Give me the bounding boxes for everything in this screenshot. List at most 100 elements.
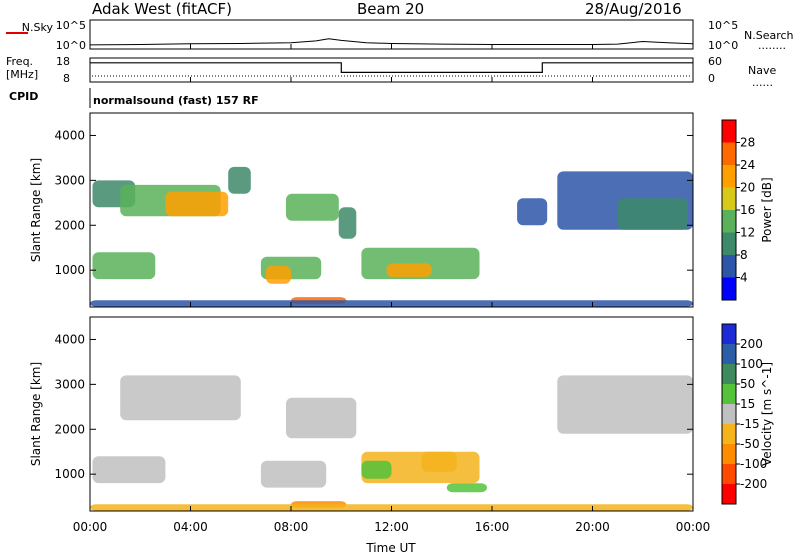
nave-tick-bottom: 0 (708, 72, 715, 85)
colorbar-segment-2 (722, 364, 736, 385)
power-y-ticks: 1000 2000 3000 4000 (54, 128, 693, 277)
velocity-y-axis-label: Slant Range [km] (29, 362, 43, 466)
colorbar-segment-1 (722, 344, 736, 365)
colorbar-segment-5 (722, 424, 736, 445)
station-title: Adak West (fitACF) (92, 0, 232, 18)
y-tick-label-0: 1000 (54, 263, 85, 277)
x-tick-label-2: 08:00 (274, 520, 309, 534)
colorbar-tick-label-0: -200 (740, 477, 767, 491)
heatmap-region-4 (228, 166, 251, 194)
colorbar-tick-label-4: 15 (740, 397, 755, 411)
x-tick-label-1: 04:00 (173, 520, 208, 534)
heatmap-region-7 (286, 193, 339, 221)
heatmap-region-10 (386, 263, 432, 277)
noise-line (89, 38, 694, 46)
y-tick-label-1: 2000 (54, 422, 85, 436)
date-title: 28/Aug/2016 (585, 0, 682, 18)
colorbar-segment-2 (722, 165, 736, 188)
colorbar-tick-label-4: 20 (740, 181, 755, 195)
noise-panel: N.Sky 10^5 10^0 10^5 10^0 N.Search .....… (6, 19, 794, 52)
heatmap-region-7 (446, 483, 487, 493)
power-colorbar-label: Power [dB] (760, 177, 774, 242)
colorbar-tick-label-6: 100 (740, 357, 763, 371)
power-colorbar: 4 8 12 16 20 24 28 (721, 119, 755, 301)
nave-tick-top: 60 (708, 55, 722, 68)
colorbar-tick-label-1: -100 (740, 457, 767, 471)
y-tick-label-3: 4000 (54, 128, 85, 142)
heatmap-region-5 (361, 460, 392, 479)
cpid-text: normalsound (fast) 157 RF (93, 94, 259, 107)
velocity-colorbar-label: Velocity [m s^-1] (760, 362, 774, 466)
noise-left-tick-top: 10^5 (56, 19, 86, 32)
colorbar-segment-7 (722, 277, 736, 301)
time-x-ticks: 00:00 04:00 08:00 12:00 16:00 20:00 00:00 (73, 44, 711, 534)
power-heatmap (90, 166, 693, 307)
noise-right-tick-bottom: 10^0 (708, 39, 738, 52)
colorbar-segment-3 (722, 187, 736, 211)
colorbar-tick-label-7: 200 (740, 337, 763, 351)
colorbar-tick-label-6: 28 (740, 136, 755, 150)
freq-label-line2: [MHz] (6, 68, 38, 81)
noise-right-legend-marker: ........ (758, 39, 786, 52)
beam-title: Beam 20 (357, 0, 424, 18)
heatmap-region-3 (165, 191, 229, 217)
y-tick-label-3: 4000 (54, 332, 85, 346)
y-tick-label-0: 1000 (54, 467, 85, 481)
colorbar-tick-label-5: 50 (740, 377, 755, 391)
freq-tick-bottom: 8 (63, 72, 70, 85)
colorbar-segment-0 (722, 324, 736, 345)
heatmap-region-14 (617, 198, 688, 230)
frequency-line (90, 62, 693, 74)
x-tick-label-0: 00:00 (73, 520, 108, 534)
x-tick-label-6: 00:00 (676, 520, 711, 534)
colorbar-segment-6 (722, 255, 736, 278)
velocity-panel: 1000 2000 3000 4000 Slant Range [km] (29, 316, 694, 512)
colorbar-segment-1 (722, 142, 736, 166)
colorbar-tick-label-2: 12 (740, 226, 755, 240)
colorbar-frame (721, 323, 737, 505)
colorbar-segment-6 (722, 444, 736, 465)
heatmap-region-8 (338, 207, 357, 239)
colorbar-segment-8 (722, 484, 736, 505)
colorbar-tick-label-2: -50 (740, 437, 760, 451)
heatmap-region-6 (421, 451, 457, 472)
freq-tick-top: 18 (56, 55, 70, 68)
colorbar-segment-0 (722, 120, 736, 143)
heatmap-region-0 (92, 252, 156, 280)
velocity-y-ticks: 1000 2000 3000 4000 (54, 332, 693, 481)
heatmap-region-15 (517, 198, 548, 226)
y-tick-label-2: 3000 (54, 377, 85, 391)
colorbar-segment-5 (722, 232, 736, 256)
y-tick-label-2: 3000 (54, 173, 85, 187)
x-tick-label-5: 20:00 (575, 520, 610, 534)
power-panel: 1000 2000 3000 4000 Slant Range [km] (29, 112, 694, 308)
heatmap-region-6 (265, 265, 291, 284)
colorbar-tick-label-1: 8 (740, 248, 748, 262)
colorbar-segment-3 (722, 384, 736, 405)
colorbar-tick-label-3: -15 (740, 417, 760, 431)
nave-label: Nave (748, 64, 776, 77)
noise-right-label: N.Search (744, 29, 794, 42)
freq-label-line1: Freq. (6, 55, 33, 68)
heatmap-region-2 (260, 460, 327, 488)
colorbar-segment-4 (722, 404, 736, 425)
nave-legend-marker: ...... (752, 76, 773, 89)
colorbar-segment-7 (722, 464, 736, 485)
noise-right-tick-top: 10^5 (708, 19, 738, 32)
cpid-label: CPID (9, 90, 38, 103)
noise-left-label: N.Sky (22, 21, 54, 34)
y-tick-label-1: 2000 (54, 218, 85, 232)
colorbar-segment-4 (722, 210, 736, 233)
noise-left-tick-bottom: 10^0 (56, 39, 86, 52)
frequency-panel: Freq. [MHz] 18 8 60 0 Nave ...... (6, 55, 776, 89)
time-axis-title: Time UT (365, 541, 416, 554)
heatmap-region-9 (557, 375, 693, 434)
heatmap-region-1 (120, 375, 241, 421)
colorbar-tick-label-3: 16 (740, 203, 755, 217)
velocity-colorbar: -200 -100 -50 -15 15 50 100 200 (721, 323, 767, 505)
heatmap-region-3 (286, 397, 357, 439)
x-tick-label-3: 12:00 (374, 520, 409, 534)
colorbar-tick-label-0: 4 (740, 271, 748, 285)
cpid-panel: CPID normalsound (fast) 157 RF (9, 88, 259, 108)
